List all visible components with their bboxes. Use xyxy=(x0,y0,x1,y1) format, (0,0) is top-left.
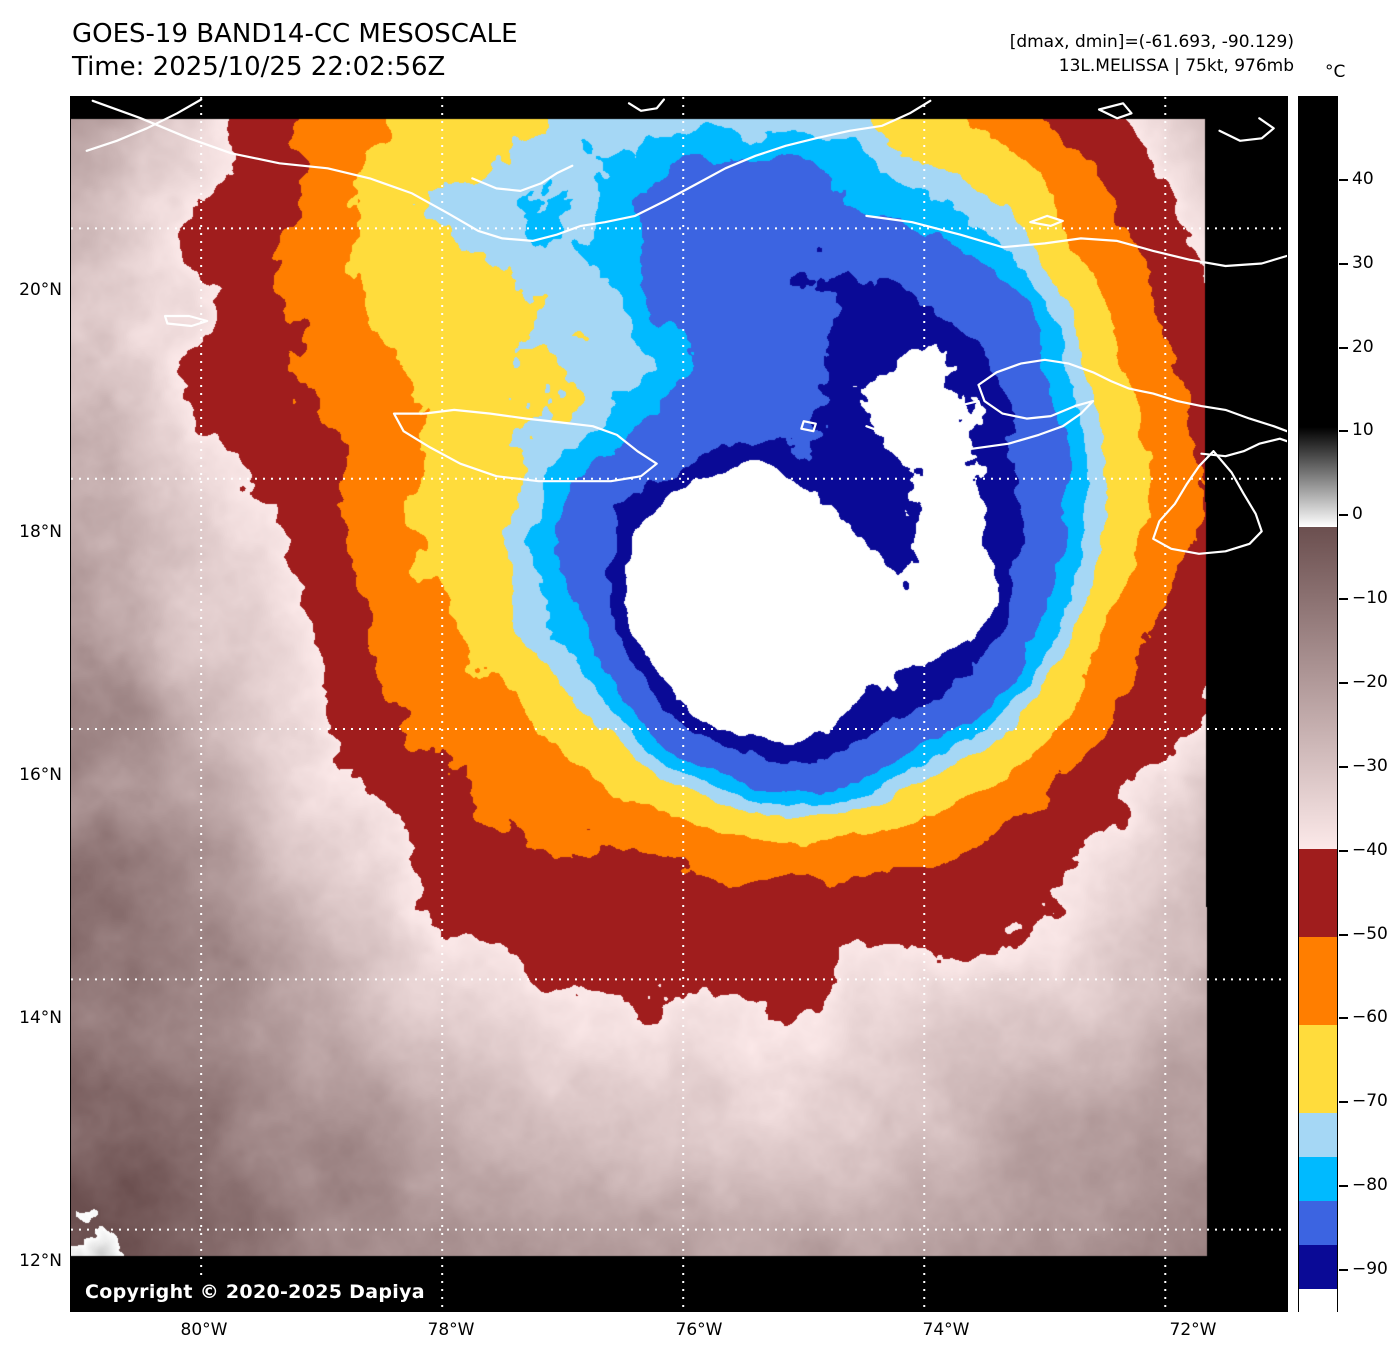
data-range-label: [dmax, dmin]=(-61.693, -90.129) xyxy=(1009,32,1294,52)
colorbar-tick-label: 20 xyxy=(1352,336,1374,357)
lat-tick-label: 18°N xyxy=(19,522,62,542)
header: GOES-19 BAND14-CC MESOSCALE Time: 2025/1… xyxy=(0,0,1390,96)
colorbar-tick xyxy=(1339,1185,1348,1188)
colorbar-segment-light-blue xyxy=(1299,1113,1337,1157)
colorbar-tick-label: −50 xyxy=(1352,923,1388,944)
colorbar-tick xyxy=(1339,430,1348,433)
colorbar-tick-label: −40 xyxy=(1352,839,1388,860)
colorbar-tick xyxy=(1339,849,1348,852)
colorbar-tick xyxy=(1339,346,1348,349)
colorbar-tick xyxy=(1339,765,1348,768)
colorbar-tick-label: −90 xyxy=(1352,1259,1388,1280)
colorbar-segment-royal-blue xyxy=(1299,1201,1337,1245)
colorbar-tick-label: −80 xyxy=(1352,1175,1388,1196)
temperature-colorbar[interactable] xyxy=(1298,96,1338,1313)
colorbar-tick xyxy=(1339,178,1348,181)
colorbar-tick xyxy=(1339,262,1348,265)
latlon-gridlines xyxy=(71,97,1287,1311)
colorbar-segment-white-coldest xyxy=(1299,1289,1337,1313)
copyright-notice: Copyright © 2020-2025 Dapiya xyxy=(77,1278,433,1307)
colorbar-tick xyxy=(1339,514,1348,517)
lat-tick-label: 14°N xyxy=(19,1008,62,1028)
timestamp-label: Time: 2025/10/25 22:02:56Z xyxy=(72,52,446,82)
colorbar-tick-label: −60 xyxy=(1352,1007,1388,1028)
colorbar-segment-navy xyxy=(1299,1245,1337,1289)
lat-tick-label: 16°N xyxy=(19,765,62,785)
colorbar-tick xyxy=(1339,682,1348,685)
colorbar-tick-label: 10 xyxy=(1352,420,1374,441)
lon-tick-label: 76°W xyxy=(675,1320,723,1340)
colorbar-tick xyxy=(1339,598,1348,601)
storm-info-label: 13L.MELISSA | 75kt, 976mb xyxy=(1058,56,1294,76)
satellite-infrared-raster xyxy=(71,97,1287,1311)
colorbar-tick xyxy=(1339,1269,1348,1272)
lon-tick-label: 74°W xyxy=(922,1320,970,1340)
colorbar-segment-cyan xyxy=(1299,1157,1337,1201)
colorbar-segment-black-top xyxy=(1299,97,1337,427)
colorbar-tick-label: 40 xyxy=(1352,168,1374,189)
colorbar-segment-orange xyxy=(1299,937,1337,1025)
colorbar-tick-label: 30 xyxy=(1352,252,1374,273)
colorbar-tick-label: 0 xyxy=(1352,504,1363,525)
colorbar-segment-yellow xyxy=(1299,1025,1337,1113)
page-title: GOES-19 BAND14-CC MESOSCALE xyxy=(72,19,518,49)
colorbar-tick xyxy=(1339,1101,1348,1104)
lon-tick-label: 72°W xyxy=(1169,1320,1217,1340)
title-block: GOES-19 BAND14-CC MESOSCALE Time: 2025/1… xyxy=(72,18,518,84)
colorbar-segment-mauve-ramp xyxy=(1299,527,1337,849)
colorbar-gradient xyxy=(1299,97,1337,1313)
colorbar-segment-dark-red xyxy=(1299,849,1337,937)
colorbar-tick-label: −10 xyxy=(1352,588,1388,609)
metadata-block: [dmax, dmin]=(-61.693, -90.129) 13L.MELI… xyxy=(1010,30,1294,78)
satellite-image-plot[interactable]: Copyright © 2020-2025 Dapiya xyxy=(70,96,1288,1312)
colorbar-tick-label: −70 xyxy=(1352,1091,1388,1112)
lon-tick-label: 78°W xyxy=(427,1320,475,1340)
colorbar-segment-gray-ramp xyxy=(1299,427,1337,527)
colorbar-tick-label: −30 xyxy=(1352,755,1388,776)
colorbar-unit-label: °C xyxy=(1325,62,1346,82)
lat-tick-label: 12°N xyxy=(19,1251,62,1271)
colorbar-tick xyxy=(1339,1017,1348,1020)
lon-tick-label: 80°W xyxy=(180,1320,228,1340)
coastline-overlay xyxy=(85,98,1287,555)
colorbar-tick-label: −20 xyxy=(1352,672,1388,693)
colorbar-tick xyxy=(1339,933,1348,936)
lat-tick-label: 20°N xyxy=(19,280,62,300)
